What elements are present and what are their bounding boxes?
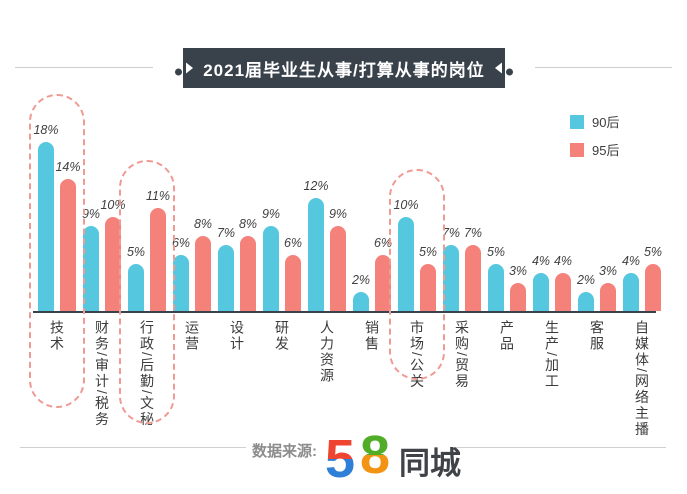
legend-swatch-95hou	[570, 142, 584, 157]
category-label-c1: 财务/审计/税务	[94, 320, 110, 428]
bar-s0-c8	[398, 217, 414, 311]
bar-s0-c4	[218, 245, 234, 311]
category-label-c9: 采购/贸易	[454, 320, 470, 390]
category-label-c11: 生产/加工	[544, 320, 560, 390]
logo-digit-5: 5	[325, 429, 355, 482]
bar-value-label-s0-c5: 9%	[261, 207, 281, 221]
bar-value-label-s1-c0: 14%	[55, 160, 81, 174]
bar-s1-c10	[510, 283, 526, 311]
bar-value-label-s0-c3: 6%	[171, 236, 191, 250]
title-ribbon-line-right	[535, 67, 672, 68]
bar-value-label-s1-c10: 3%	[508, 264, 528, 278]
bar-s1-c6	[330, 226, 346, 311]
legend-label-90hou: 90后	[592, 115, 620, 130]
bar-s0-c1	[83, 226, 99, 311]
ribbon-dot-icon	[505, 68, 513, 76]
bar-value-label-s0-c10: 5%	[486, 245, 506, 259]
bar-s0-c7	[353, 292, 369, 311]
bar-value-label-s1-c13: 5%	[643, 245, 663, 259]
58tongcheng-logo-icon: 5 8 同城	[325, 428, 461, 482]
legend: 90后 95后	[570, 112, 619, 168]
bar-s1-c2	[150, 208, 166, 311]
bar-s1-c5	[285, 255, 301, 311]
legend-item-90hou: 90后	[570, 112, 619, 131]
page-title: 2021届毕业生从事/打算从事的岗位	[203, 60, 485, 80]
data-source-label: 数据来源:	[252, 443, 317, 460]
bar-value-label-s1-c2: 11%	[145, 189, 171, 203]
bar-value-label-s0-c12: 2%	[576, 273, 596, 287]
highlight-oval-1	[29, 94, 85, 408]
category-label-c0: 技术	[49, 320, 65, 352]
category-label-c5: 研发	[274, 320, 290, 352]
category-label-c7: 销售	[364, 320, 380, 352]
bar-s1-c13	[645, 264, 661, 311]
bar-value-label-s0-c0: 18%	[33, 123, 59, 137]
bar-s0-c6	[308, 198, 324, 311]
title-ribbon-line-left	[15, 67, 153, 68]
bar-s1-c9	[465, 245, 481, 311]
bar-value-label-s1-c5: 6%	[283, 236, 303, 250]
bar-value-label-s0-c13: 4%	[621, 254, 641, 268]
legend-item-95hou: 95后	[570, 140, 619, 159]
footer-line-left	[20, 447, 246, 448]
ribbon-notch-icon	[186, 62, 193, 74]
bar-value-label-s1-c4: 8%	[238, 217, 258, 231]
category-label-c6: 人力资源	[319, 320, 335, 384]
bar-s0-c13	[623, 273, 639, 311]
bar-s1-c1	[105, 217, 121, 311]
bar-s1-c7	[375, 255, 391, 311]
bar-s1-c3	[195, 236, 211, 311]
bar-value-label-s0-c1: 9%	[81, 207, 101, 221]
bar-value-label-s0-c6: 12%	[303, 179, 329, 193]
x-axis-line	[33, 311, 656, 313]
bar-value-label-s1-c3: 8%	[193, 217, 213, 231]
bar-s0-c12	[578, 292, 594, 311]
bar-value-label-s1-c12: 3%	[598, 264, 618, 278]
bar-s0-c3	[173, 255, 189, 311]
category-label-c3: 运营	[184, 320, 200, 352]
bar-s1-c12	[600, 283, 616, 311]
bar-value-label-s1-c7: 6%	[373, 236, 393, 250]
bar-value-label-s1-c6: 9%	[328, 207, 348, 221]
logo-digit-8: 8	[360, 428, 390, 482]
legend-swatch-90hou	[570, 114, 584, 129]
bar-s0-c2	[128, 264, 144, 311]
bar-s1-c4	[240, 236, 256, 311]
bar-value-label-s1-c8: 5%	[418, 245, 438, 259]
ribbon-notch-icon	[495, 62, 502, 74]
logo-text-tongcheng: 同城	[399, 446, 461, 481]
highlight-oval-3	[389, 169, 445, 380]
bar-s0-c10	[488, 264, 504, 311]
footer-line-right	[452, 447, 666, 448]
bar-value-label-s0-c8: 10%	[393, 198, 419, 212]
bar-s1-c11	[555, 273, 571, 311]
bar-value-label-s1-c9: 7%	[463, 226, 483, 240]
bar-value-label-s0-c11: 4%	[531, 254, 551, 268]
bar-value-label-s1-c11: 4%	[553, 254, 573, 268]
bar-value-label-s0-c4: 7%	[216, 226, 236, 240]
title-banner: 2021届毕业生从事/打算从事的岗位	[183, 48, 505, 88]
bar-s1-c8	[420, 264, 436, 311]
bar-s0-c9	[443, 245, 459, 311]
highlight-oval-2	[119, 160, 175, 424]
legend-label-95hou: 95后	[592, 143, 620, 158]
bar-value-label-s0-c7: 2%	[351, 273, 371, 287]
category-label-c13: 自媒体/网络主播	[634, 320, 650, 438]
category-label-c4: 设计	[229, 320, 245, 352]
bar-s1-c0	[60, 179, 76, 311]
ribbon-dot-icon	[174, 68, 182, 76]
category-label-c10: 产品	[499, 320, 515, 352]
bar-s0-c11	[533, 273, 549, 311]
category-label-c12: 客服	[589, 320, 605, 352]
bar-s0-c5	[263, 226, 279, 311]
bar-s0-c0	[38, 142, 54, 311]
bar-value-label-s0-c2: 5%	[126, 245, 146, 259]
bar-value-label-s0-c9: 7%	[441, 226, 461, 240]
